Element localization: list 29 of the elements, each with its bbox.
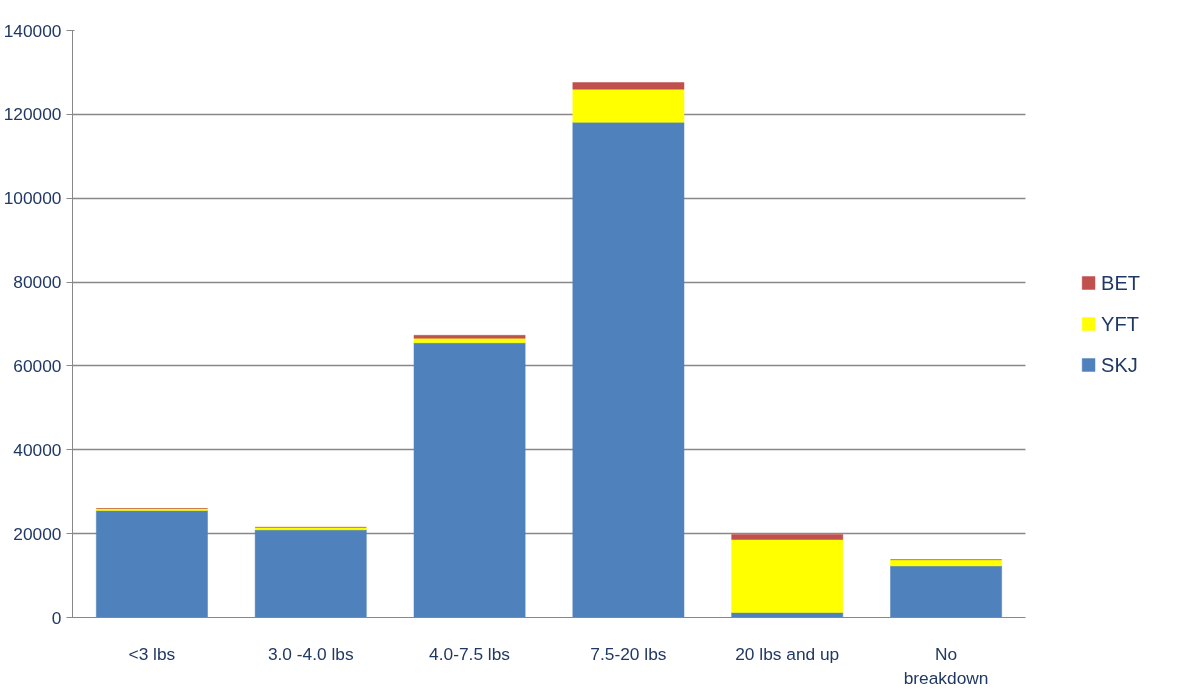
x-tick-label: 3.0 -4.0 lbs (267, 643, 354, 664)
y-tick-label: 100000 (3, 188, 62, 209)
x-tick-label: 7.5-20 lbs (590, 643, 667, 664)
bar (96, 510, 208, 618)
bar (413, 342, 526, 618)
y-tick-label: 40000 (13, 439, 62, 460)
bar (890, 559, 1002, 567)
x-tick-label: 20 lbs and up (735, 643, 840, 664)
y-tick-label: 120000 (3, 104, 62, 125)
x-tick-label: <3 lbs (128, 643, 176, 664)
legend-label: BET (1101, 271, 1140, 294)
bar (731, 534, 844, 540)
legend-label: YFT (1101, 312, 1139, 335)
bar (731, 539, 844, 613)
y-tick-label: 140000 (3, 20, 62, 41)
bar (254, 529, 367, 618)
bar (572, 82, 685, 90)
y-tick-label: 60000 (13, 355, 62, 376)
x-tick-label: 4.0-7.5 lbs (429, 643, 511, 664)
y-tick-label: 20000 (13, 523, 62, 544)
bar (572, 88, 685, 123)
y-tick-label: 0 (51, 607, 62, 628)
y-tick-label: 80000 (13, 272, 62, 293)
bar (572, 122, 685, 618)
x-tick-label: No breakdown (903, 643, 989, 688)
bar (890, 565, 1002, 618)
bar (413, 338, 526, 344)
bar (413, 335, 526, 339)
legend-label: SKJ (1101, 353, 1138, 376)
